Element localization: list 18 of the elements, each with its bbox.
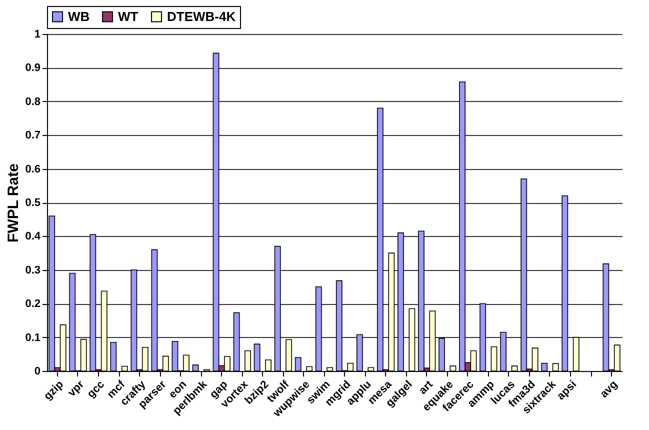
legend-label: WB — [68, 8, 90, 24]
y-tick-label: 0.1 — [25, 332, 40, 344]
x-tick-label: gcc — [85, 378, 107, 400]
y-tick-label: 0.8 — [25, 96, 40, 108]
y-tick-label: 0.9 — [25, 62, 40, 74]
y-tick-label: 0 — [34, 366, 40, 378]
y-tick-label: 0.6 — [25, 163, 40, 176]
y-axis-title: FWPL Rate — [5, 164, 22, 242]
y-tick-label: 0.3 — [25, 264, 40, 276]
y-tick-label: 0.5 — [25, 197, 40, 209]
x-tick-label: vpr — [66, 378, 87, 400]
y-tick-label: 0.2 — [25, 298, 40, 310]
legend-label: DTEWB-4K — [167, 8, 236, 24]
y-tick-label: 0.4 — [25, 230, 42, 243]
legend-label: WT — [118, 8, 138, 24]
x-tick-label: avg — [598, 378, 620, 400]
y-tick-label: 0.7 — [25, 130, 40, 142]
y-tick-label: 1 — [34, 28, 40, 40]
